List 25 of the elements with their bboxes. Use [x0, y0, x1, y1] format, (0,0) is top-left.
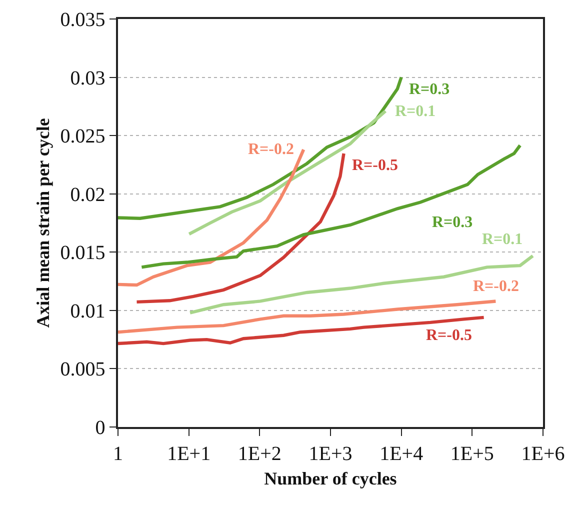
series-label: R=-0.2 — [248, 141, 294, 158]
x-tick-label: 1E+1 — [167, 442, 211, 465]
x-tick-label: 1E+6 — [521, 442, 565, 465]
y-tick-label: 0.02 — [70, 184, 106, 206]
x-tick-label: 1E+3 — [308, 442, 352, 465]
y-tick-label: 0 — [95, 417, 106, 439]
y-axis-title: Axial mean strain per cycle — [32, 118, 53, 328]
x-axis-title: Number of cycles — [264, 468, 397, 488]
series-label: R=0.1 — [395, 103, 436, 120]
y-tick-label: 0.035 — [60, 9, 106, 31]
x-tick-label: 1E+2 — [238, 442, 282, 465]
y-tick-label: 0.03 — [70, 67, 106, 90]
y-tick-label: 0.01 — [70, 300, 106, 322]
series-label: R=0.1 — [482, 231, 523, 248]
x-tick-label: 1E+4 — [380, 442, 424, 465]
series-label: R=-0.5 — [352, 157, 398, 174]
x-tick-label: 1E+5 — [450, 442, 494, 465]
series-label: R=-0.2 — [473, 278, 519, 295]
y-tick-label: 0.015 — [60, 242, 106, 264]
series-label: R=0.3 — [432, 214, 473, 231]
series-label: R=-0.5 — [426, 327, 472, 344]
series-label: R=0.3 — [409, 81, 450, 98]
y-tick-label: 0.005 — [60, 358, 106, 381]
y-tick-label: 0.025 — [60, 126, 106, 148]
x-tick-label: 1 — [113, 442, 123, 465]
